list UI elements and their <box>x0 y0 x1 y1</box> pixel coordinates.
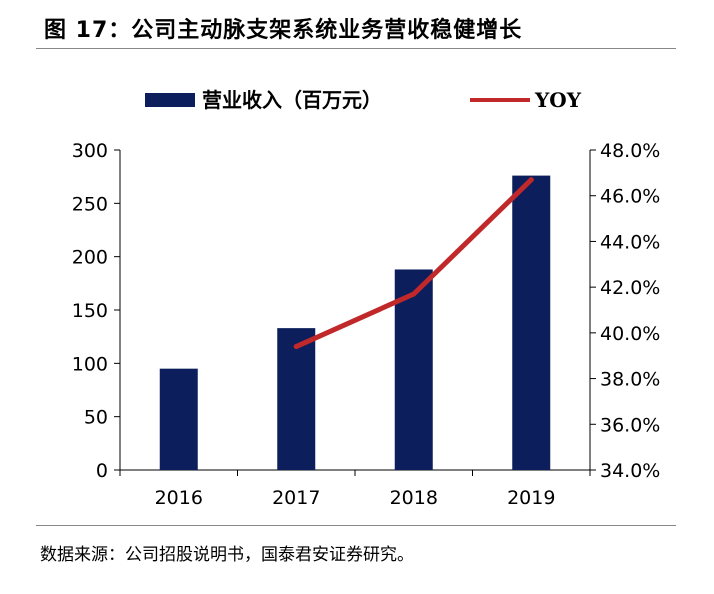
y-right-tick-label: 44.0% <box>600 231 660 253</box>
y-left-tick-label: 0 <box>96 460 108 482</box>
y-right-tick-label: 46.0% <box>600 186 660 208</box>
legend-label-yoy: YOY <box>534 88 582 112</box>
y-right-tick-label: 42.0% <box>600 277 660 299</box>
x-tick-label: 2019 <box>507 487 555 509</box>
figure-title: 图 17：公司主动脉支架系统业务营收稳健增长 <box>44 18 523 43</box>
y-right-tick-label: 40.0% <box>600 323 660 345</box>
bar-2018 <box>394 269 433 470</box>
y-left-tick-label: 100 <box>72 353 108 375</box>
yoy-point-2017 <box>293 344 299 350</box>
y-right-tick-label: 38.0% <box>600 369 660 391</box>
y-left-tick-label: 150 <box>72 300 108 322</box>
x-tick-label: 2017 <box>272 487 320 509</box>
title-divider <box>36 48 676 49</box>
bar-2017 <box>277 328 316 470</box>
y-left-tick-label: 200 <box>72 247 108 269</box>
y-right-tick-label: 48.0% <box>600 140 660 162</box>
bar-2016 <box>159 368 198 470</box>
footer-divider <box>36 525 676 526</box>
yoy-point-2019 <box>528 177 534 183</box>
y-left-tick-label: 300 <box>72 140 108 162</box>
yoy-point-2018 <box>411 291 417 297</box>
legend-swatch-revenue <box>145 93 195 107</box>
bar-2019 <box>512 175 551 470</box>
y-left-tick-label: 50 <box>84 407 108 429</box>
source-note: 数据来源：公司招股说明书，国泰君安证券研究。 <box>40 545 414 565</box>
chart-legend: 营业收入（百万元） YOY <box>145 88 582 112</box>
y-left-tick-label: 250 <box>72 193 108 215</box>
x-tick-label: 2016 <box>155 487 203 509</box>
y-right-tick-label: 36.0% <box>600 414 660 436</box>
y-right-tick-label: 34.0% <box>600 460 660 482</box>
x-tick-label: 2018 <box>390 487 438 509</box>
legend-label-revenue: 营业收入（百万元） <box>202 88 382 112</box>
